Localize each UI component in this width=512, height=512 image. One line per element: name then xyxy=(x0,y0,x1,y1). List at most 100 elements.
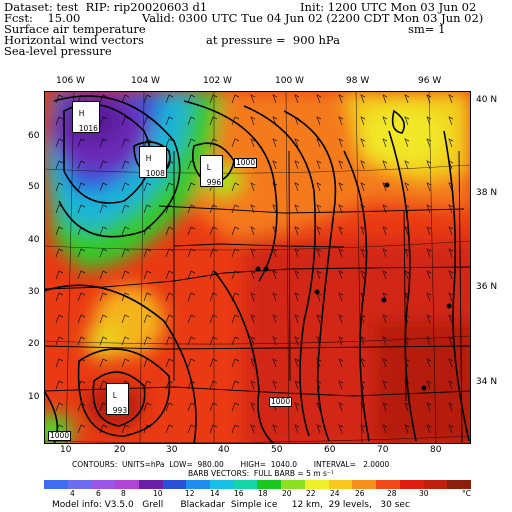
wind-barb xyxy=(209,138,218,148)
wind-barb xyxy=(143,138,152,148)
wind-barb xyxy=(448,270,454,280)
wind-barb xyxy=(143,116,152,126)
wind-barb xyxy=(165,248,174,258)
wind-barb xyxy=(360,402,366,412)
wind-barb xyxy=(231,380,240,390)
wind-barb xyxy=(404,358,410,368)
wind-barb xyxy=(448,380,454,390)
wind-barb xyxy=(426,204,432,214)
wind-barb xyxy=(294,160,300,170)
contour-label: 1000 xyxy=(48,431,72,441)
wind-barb xyxy=(187,424,196,434)
wind-barb xyxy=(294,116,300,126)
wind-barb xyxy=(187,116,196,126)
wind-barb xyxy=(338,424,344,434)
wind-barb xyxy=(360,226,366,236)
wind-barb xyxy=(338,138,344,148)
wind-barb xyxy=(448,358,454,368)
wind-barb xyxy=(231,292,240,302)
wind-barb xyxy=(404,94,410,104)
wind-barb xyxy=(426,160,432,170)
colorbar-swatch xyxy=(91,480,116,489)
wind-barb xyxy=(231,204,240,214)
colorbar-label: 16 xyxy=(234,489,244,498)
wind-barb xyxy=(382,336,388,346)
wind-barb xyxy=(187,182,196,192)
wind-barb xyxy=(77,358,86,368)
wind-barb xyxy=(165,160,174,170)
wind-barb xyxy=(272,314,278,324)
wind-barb xyxy=(382,138,388,148)
lon-label: 98 W xyxy=(346,76,370,86)
wind-barb xyxy=(231,248,240,258)
lon-label: 96 W xyxy=(418,76,442,86)
wind-barb xyxy=(294,292,300,302)
wind-barb xyxy=(404,424,410,434)
wind-barb xyxy=(338,248,344,258)
wind-barb xyxy=(187,402,196,412)
wind-barb xyxy=(404,204,410,214)
wind-barb xyxy=(426,270,432,280)
grid-y-label: 10 xyxy=(28,392,40,402)
colorbar-label: 14 xyxy=(210,489,220,498)
wind-barb xyxy=(338,314,344,324)
wind-barb xyxy=(338,358,344,368)
grid-y-label: 60 xyxy=(28,131,40,141)
colorbar-swatch xyxy=(115,480,139,489)
wind-barb xyxy=(99,116,108,126)
wind-barb xyxy=(99,248,108,258)
wind-barb xyxy=(165,116,174,126)
wind-barb xyxy=(360,160,366,170)
wind-barb xyxy=(272,380,278,390)
wind-barb xyxy=(143,270,152,280)
wind-barb xyxy=(209,292,218,302)
wind-barb xyxy=(316,424,322,434)
wind-barb xyxy=(448,248,454,258)
wind-barb xyxy=(209,94,218,104)
colorbar-label: 8 xyxy=(121,489,126,498)
map-panel: H 1016 H 1008 L 996 L 993 1000 1000 1000 xyxy=(44,91,471,444)
wind-barb xyxy=(426,182,432,192)
wind-barb xyxy=(121,226,130,236)
wind-barb xyxy=(316,138,322,148)
wind-barb xyxy=(99,182,108,192)
colorbar-swatch xyxy=(328,480,353,489)
wind-barb xyxy=(382,424,388,434)
wind-barb xyxy=(165,336,174,346)
grid-x-label: 40 xyxy=(218,445,230,455)
pressure-center-low: L 996 xyxy=(200,155,224,187)
wind-barb xyxy=(272,358,278,368)
wind-barb xyxy=(55,314,64,324)
wind-barb xyxy=(187,160,196,170)
wind-barb xyxy=(143,314,152,324)
colorbar-label: 4 xyxy=(70,489,75,498)
wind-barb xyxy=(360,270,366,280)
wind-barb xyxy=(187,226,196,236)
wind-barb xyxy=(250,336,256,346)
wind-barb xyxy=(272,204,278,214)
wind-barb xyxy=(250,270,256,280)
colorbar-swatch xyxy=(423,480,448,489)
wind-barb xyxy=(77,424,86,434)
wind-barb xyxy=(404,248,410,258)
wind-barb xyxy=(316,182,322,192)
wind-barb xyxy=(316,402,322,412)
wind-barb xyxy=(404,380,410,390)
wind-barb xyxy=(209,248,218,258)
wind-barb xyxy=(231,402,240,412)
wind-barb xyxy=(272,248,278,258)
colorbar-swatch xyxy=(376,480,400,489)
wind-barb xyxy=(294,248,300,258)
wind-barb xyxy=(360,116,366,126)
wind-barb xyxy=(143,336,152,346)
wind-barb xyxy=(316,358,322,368)
wind-barb xyxy=(55,248,64,258)
wind-barb xyxy=(77,270,86,280)
wind-barb xyxy=(143,204,152,214)
lon-label: 100 W xyxy=(275,76,304,86)
wind-barb xyxy=(316,116,322,126)
wind-barb xyxy=(99,204,108,214)
wind-barb xyxy=(426,380,432,390)
wind-barb xyxy=(77,138,86,148)
wind-barb xyxy=(272,292,278,302)
